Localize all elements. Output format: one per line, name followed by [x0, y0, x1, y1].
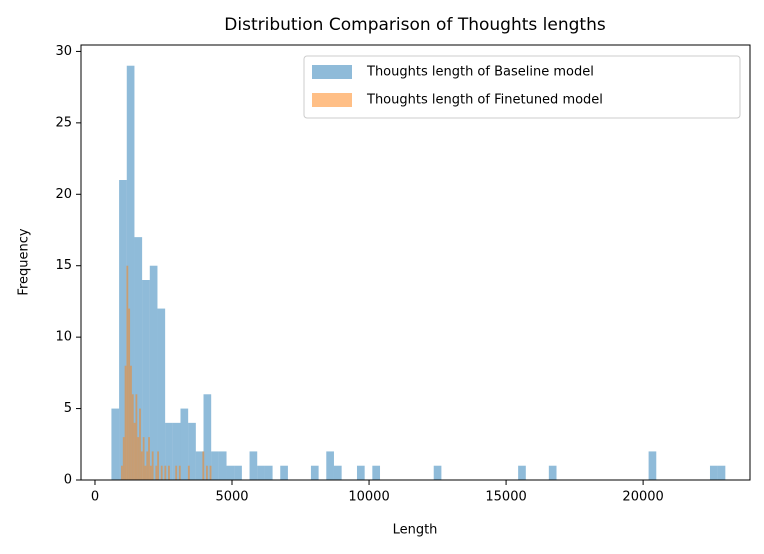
legend-label: Thoughts length of Finetuned model	[366, 93, 603, 108]
histogram-bar	[124, 365, 127, 480]
histogram-bar	[140, 451, 143, 480]
histogram-bar	[257, 465, 265, 480]
histogram-bar	[148, 437, 150, 480]
legend-swatch	[312, 93, 352, 107]
histogram-bar	[130, 365, 132, 480]
histogram-bar	[149, 465, 152, 480]
histogram-bar	[111, 408, 120, 480]
histogram-bar	[326, 451, 334, 480]
histogram-bar	[187, 465, 190, 480]
y-tick-label: 15	[55, 258, 72, 273]
histogram-bar	[128, 308, 131, 480]
histogram-bar	[137, 437, 140, 480]
histogram-bar	[648, 451, 657, 480]
x-axis-label: Length	[393, 523, 438, 538]
histogram-bar	[310, 465, 319, 480]
histogram-bar	[218, 451, 227, 480]
histogram-bar	[131, 394, 134, 480]
histogram-bar	[160, 465, 163, 480]
legend-swatch	[312, 65, 352, 79]
histogram-bar	[709, 465, 718, 480]
y-tick-label: 10	[55, 330, 72, 345]
histogram-bar	[151, 451, 154, 480]
y-tick-label: 25	[55, 115, 72, 130]
histogram-bar	[195, 451, 204, 480]
x-tick-label: 20000	[622, 490, 663, 505]
x-tick-label: 5000	[215, 490, 248, 505]
histogram-bar	[180, 408, 189, 480]
x-tick-label: 15000	[485, 490, 526, 505]
histogram-bar	[172, 422, 181, 480]
y-tick-label: 5	[64, 401, 72, 416]
histogram-bar	[126, 265, 129, 480]
x-tick-label: 10000	[348, 490, 389, 505]
chart-title: Distribution Comparison of Thoughts leng…	[224, 15, 606, 35]
histogram-bar	[264, 465, 273, 480]
histogram-bar	[164, 465, 167, 480]
histogram-bar	[157, 451, 159, 480]
histogram-bar	[126, 65, 135, 480]
histogram-bar	[518, 465, 526, 480]
histogram-bar	[234, 465, 242, 480]
legend-label: Thoughts length of Baseline model	[366, 65, 594, 80]
histogram-bar	[226, 465, 235, 480]
y-axis-label: Frequency	[17, 228, 32, 295]
histogram-bar	[155, 465, 158, 480]
histogram-bar	[142, 437, 145, 480]
histogram-bar	[135, 394, 138, 480]
y-tick-label: 0	[64, 473, 72, 488]
histogram-bar	[202, 451, 205, 480]
histogram-bar	[165, 422, 173, 480]
histogram-bar	[121, 465, 123, 480]
histogram-bar	[333, 465, 342, 480]
histogram-bar	[168, 465, 170, 480]
legend-box	[303, 55, 741, 119]
histogram-bar	[188, 422, 196, 480]
histogram-bar	[206, 465, 208, 480]
histogram-bar	[372, 465, 381, 480]
histogram-bar	[142, 280, 150, 480]
histogram-bar	[149, 265, 158, 480]
histogram-bar	[356, 465, 365, 480]
x-tick-label: 0	[91, 490, 99, 505]
histogram-bar	[717, 465, 726, 480]
histogram-bar	[144, 465, 147, 480]
histogram-bar	[119, 180, 127, 480]
histogram-bar	[175, 465, 178, 480]
histogram-bar	[122, 437, 125, 480]
histogram-bar	[178, 465, 181, 480]
histogram-bar	[249, 451, 258, 480]
histogram-bar	[134, 237, 143, 480]
histogram-bar	[209, 465, 212, 480]
histogram-bar	[133, 422, 136, 480]
histogram-bar	[203, 394, 212, 480]
histogram-bar	[211, 451, 219, 480]
histogram-bar	[139, 408, 141, 480]
histogram-bar	[433, 465, 442, 480]
y-tick-label: 20	[55, 187, 72, 202]
histogram-bar	[548, 465, 557, 480]
y-tick-label: 30	[55, 44, 72, 59]
histogram-bar	[146, 451, 149, 480]
histogram-bar	[157, 308, 166, 480]
histogram-bar	[280, 465, 288, 480]
plot-frame	[80, 44, 751, 481]
